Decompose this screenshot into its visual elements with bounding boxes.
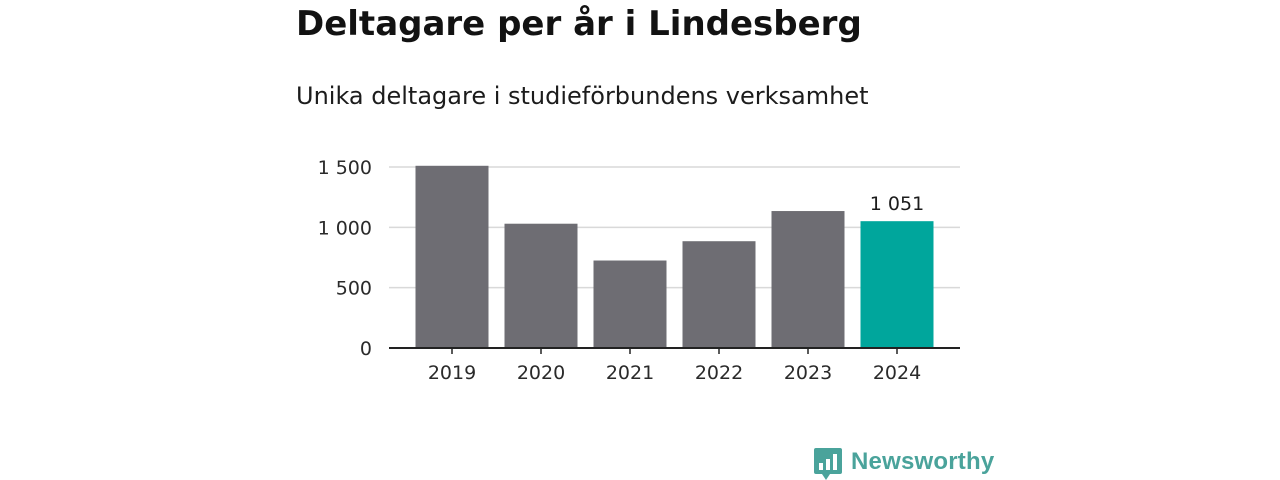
bar-2023 [771, 211, 845, 348]
newsworthy-logo-icon [814, 448, 842, 480]
y-tick-label: 1 500 [318, 157, 372, 179]
chart-title: Deltagare per år i Lindesberg [296, 4, 862, 44]
y-tick-label: 1 000 [318, 217, 372, 239]
brand-name: Newsworthy [851, 448, 995, 475]
bar-2020 [504, 223, 578, 348]
y-tick-label: 500 [336, 278, 372, 300]
data-label-2024: 1 051 [870, 193, 924, 215]
bar-2024 [860, 221, 934, 348]
x-tick-label: 2024 [873, 362, 921, 384]
x-tick-label: 2021 [606, 362, 654, 384]
brand-logo: Newsworthy [814, 444, 994, 480]
x-tick-label: 2022 [695, 362, 743, 384]
bar-chart: 0 500 1 000 1 500 2019 2020 2021 2022 2023 2024 1 … [318, 157, 960, 384]
x-tick-label: 2023 [784, 362, 832, 384]
chart-subtitle: Unika deltagare i studieförbundens verks… [296, 82, 869, 110]
bar-2021 [593, 260, 667, 348]
x-tick-label: 2020 [517, 362, 565, 384]
y-tick-label: 0 [360, 338, 372, 360]
bar-2022 [682, 241, 756, 348]
x-tick-label: 2019 [428, 362, 476, 384]
bar-2019 [415, 165, 489, 348]
